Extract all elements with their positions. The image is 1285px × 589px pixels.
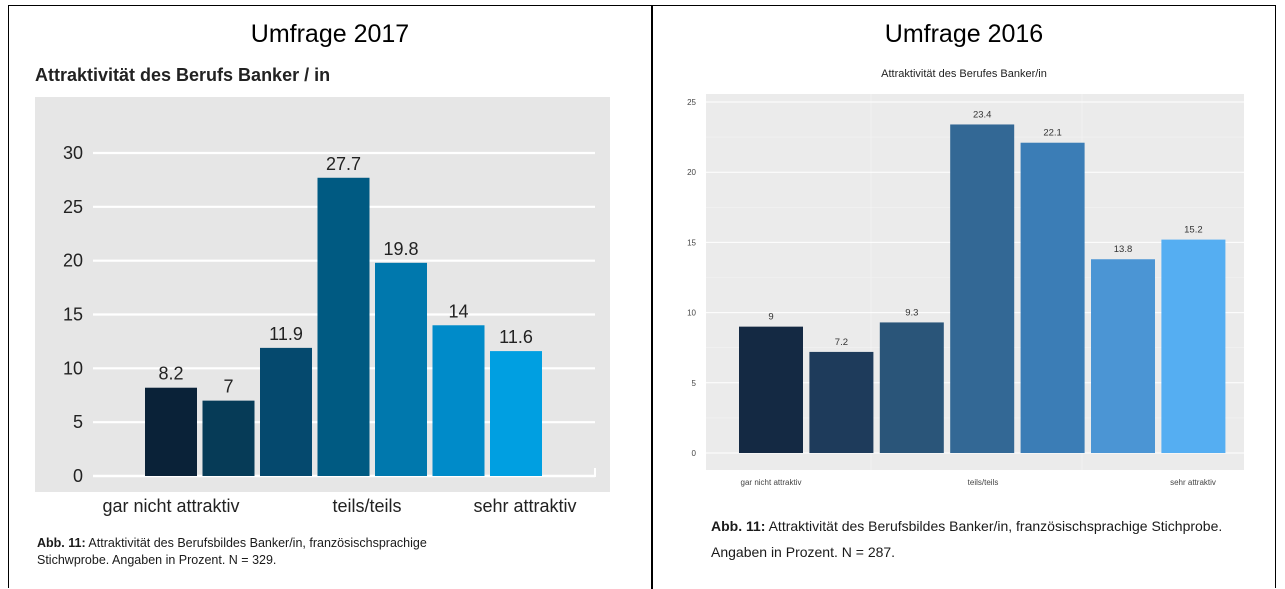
chart2016-bar <box>739 326 803 453</box>
chart2017-data-label: 11.9 <box>269 324 303 344</box>
chart2016-y-tick-label: 5 <box>692 379 697 388</box>
right-panel-heading: Umfrage 2016 <box>884 20 1044 48</box>
chart2016-data-label: 9.3 <box>905 307 918 318</box>
chart2016-bar <box>1161 239 1226 453</box>
chart2017-bar <box>432 325 485 476</box>
chart2016-y-tick-label: 0 <box>692 449 697 458</box>
chart2016-data-label: 23.4 <box>973 109 992 120</box>
chart2017-data-label: 19.8 <box>383 239 418 259</box>
chart2017-data-label: 14 <box>448 301 468 321</box>
chart2017-bar <box>317 177 370 476</box>
chart2017-bar <box>375 262 427 476</box>
chart2016-y-tick-label: 10 <box>687 309 696 318</box>
chart2017-y-tick-label: 5 <box>73 412 83 432</box>
chart2017-bar <box>260 347 312 476</box>
outer-frame <box>8 5 1276 588</box>
right-caption-text: Attraktivität des Berufsbildes Banker/in… <box>711 518 1223 560</box>
chart2017-data-label: 8.2 <box>158 364 183 384</box>
left-panel-heading: Umfrage 2017 <box>250 20 410 48</box>
chart2016-data-label: 7.2 <box>835 337 848 348</box>
chart2016-x-tick-label: teils/teils <box>968 478 999 487</box>
chart2016-y-tick-label: 25 <box>687 98 696 107</box>
left-caption-text: Attraktivität des Berufsbildes Banker/in… <box>37 536 427 567</box>
chart2016-bar <box>879 322 944 453</box>
chart2016-bar <box>809 351 874 453</box>
chart2017-bar <box>202 400 255 476</box>
chart2017-y-tick-label: 10 <box>63 358 83 378</box>
chart2017-bar <box>490 351 542 476</box>
chart2016-bar <box>1091 259 1155 453</box>
left-chart-title: Attraktivität des Berufs Banker / in <box>35 65 331 85</box>
chart2016-x-tick-label: sehr attraktiv <box>1170 478 1216 487</box>
chart2017-y-tick-label: 0 <box>73 466 83 486</box>
chart2016-data-label: 9 <box>768 312 773 323</box>
left-caption: Abb. 11: Attraktivität des Berufsbildes … <box>37 535 457 569</box>
chart2016-data-label: 15.2 <box>1184 225 1203 236</box>
left-caption-label: Abb. 11: <box>37 536 86 550</box>
chart2016-y-tick-label: 20 <box>687 168 696 177</box>
right-chart-title: Attraktivität des Berufes Banker/in <box>881 68 1047 80</box>
chart2017-y-tick-label: 30 <box>63 143 83 163</box>
chart2017-x-tick-label: gar nicht attraktiv <box>102 496 239 516</box>
chart2016-data-label: 22.1 <box>1043 128 1062 139</box>
panel-divider <box>651 5 653 589</box>
right-caption-label: Abb. 11: <box>711 518 766 534</box>
chart2017-y-tick-label: 25 <box>63 197 83 217</box>
chart2017-y-tick-label: 15 <box>63 305 83 325</box>
right-caption: Abb. 11: Attraktivität des Berufsbildes … <box>711 513 1231 565</box>
chart2017-y-tick-label: 20 <box>63 251 83 271</box>
chart2016-x-tick-label: gar nicht attraktiv <box>741 478 802 487</box>
chart2017-data-label: 7 <box>223 377 233 397</box>
chart2016-data-label: 13.8 <box>1114 244 1133 255</box>
chart2017-bar <box>145 387 197 476</box>
chart2017-x-tick-label: teils/teils <box>332 496 401 516</box>
chart2016-bar <box>950 124 1015 454</box>
chart2017-data-label: 11.6 <box>499 327 533 347</box>
chart2016-y-tick-label: 15 <box>687 238 696 247</box>
chart2017-x-tick-label: sehr attraktiv <box>473 496 576 516</box>
chart2017-data-label: 27.7 <box>326 154 361 174</box>
chart2016-bar <box>1020 142 1085 453</box>
